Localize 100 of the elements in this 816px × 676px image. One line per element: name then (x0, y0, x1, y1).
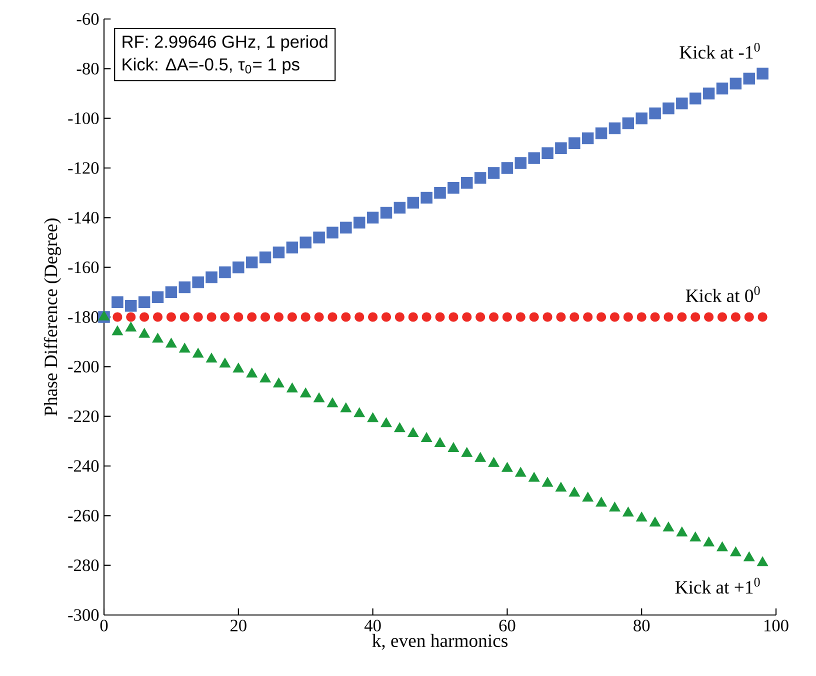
point (744, 312, 754, 322)
point (259, 252, 272, 264)
point (730, 78, 742, 90)
point (568, 486, 580, 497)
point (730, 312, 740, 322)
point (758, 312, 768, 322)
point (448, 442, 460, 452)
point (313, 392, 325, 402)
point (622, 117, 634, 130)
point (501, 162, 514, 174)
point (434, 437, 446, 447)
point (690, 92, 702, 104)
point (690, 532, 701, 542)
point (662, 102, 674, 114)
point (219, 266, 231, 278)
point (677, 312, 687, 322)
series-label: Kick at +1$^{0}$ (675, 578, 760, 594)
x-tick-label: 20 (230, 620, 246, 632)
point (582, 132, 594, 144)
y-tick-label: -220 (68, 410, 99, 422)
annotation: RF: 2.99646 GHz, 1 period (122, 35, 328, 52)
point (622, 506, 634, 517)
point (152, 291, 164, 304)
point (381, 312, 392, 322)
point (326, 398, 338, 408)
point (610, 312, 620, 322)
point (394, 202, 406, 214)
x-axis-title: k, even harmonics (372, 634, 508, 650)
series-label: Kick at -1$^{0}$ (680, 42, 760, 59)
point (420, 432, 432, 442)
point (555, 482, 567, 492)
point (542, 476, 554, 487)
point (232, 362, 244, 372)
point (730, 546, 742, 556)
point (664, 312, 674, 322)
point (717, 312, 728, 322)
point (220, 312, 230, 322)
point (649, 107, 661, 120)
y-tick-label: -60 (76, 13, 99, 25)
point (636, 312, 646, 322)
point (756, 556, 768, 566)
point (246, 256, 258, 268)
point (556, 312, 566, 322)
x-tick-label: 40 (364, 620, 381, 632)
point (461, 177, 473, 189)
y-tick-label: -260 (68, 510, 99, 522)
point (448, 312, 458, 322)
point (716, 542, 728, 552)
point (341, 312, 351, 322)
point (408, 427, 419, 438)
y-axis-title: Phase Difference (Degree) (44, 218, 62, 416)
point (340, 402, 352, 412)
point (488, 457, 500, 467)
point (366, 212, 379, 224)
point (380, 417, 392, 428)
point (193, 312, 203, 322)
x-tick-label: 60 (499, 620, 516, 632)
point (246, 368, 258, 378)
point (422, 312, 432, 322)
point (609, 502, 620, 512)
x-tick-label: 0 (100, 620, 108, 632)
point (474, 172, 486, 184)
point (380, 206, 392, 219)
point (232, 261, 244, 274)
y-tick-label: -240 (68, 460, 99, 472)
point (636, 112, 648, 124)
x-tick-label: 100 (764, 620, 788, 632)
point (394, 422, 406, 432)
point (555, 142, 567, 154)
point (408, 312, 418, 322)
point (649, 516, 661, 526)
point (138, 328, 150, 338)
point (516, 312, 526, 322)
point (287, 312, 297, 322)
point (407, 196, 419, 209)
point (272, 246, 285, 258)
point (260, 372, 271, 382)
point (286, 382, 298, 392)
point (608, 122, 621, 134)
point (650, 312, 660, 322)
point (488, 312, 499, 322)
point (112, 312, 122, 322)
point (98, 310, 110, 320)
point (528, 472, 540, 482)
point (529, 312, 539, 322)
point (542, 312, 552, 322)
point (300, 312, 310, 322)
point (595, 127, 608, 140)
point (743, 72, 755, 84)
point (152, 332, 164, 343)
point (166, 338, 177, 348)
point (234, 312, 244, 322)
point (138, 296, 150, 308)
point (461, 447, 472, 457)
point (676, 98, 688, 110)
point (219, 358, 231, 368)
x-tick-label: 80 (634, 620, 650, 632)
point (206, 352, 218, 363)
y-tick-label: -160 (68, 261, 99, 274)
series-label: Kick at 0$^{0}$ (686, 286, 760, 302)
